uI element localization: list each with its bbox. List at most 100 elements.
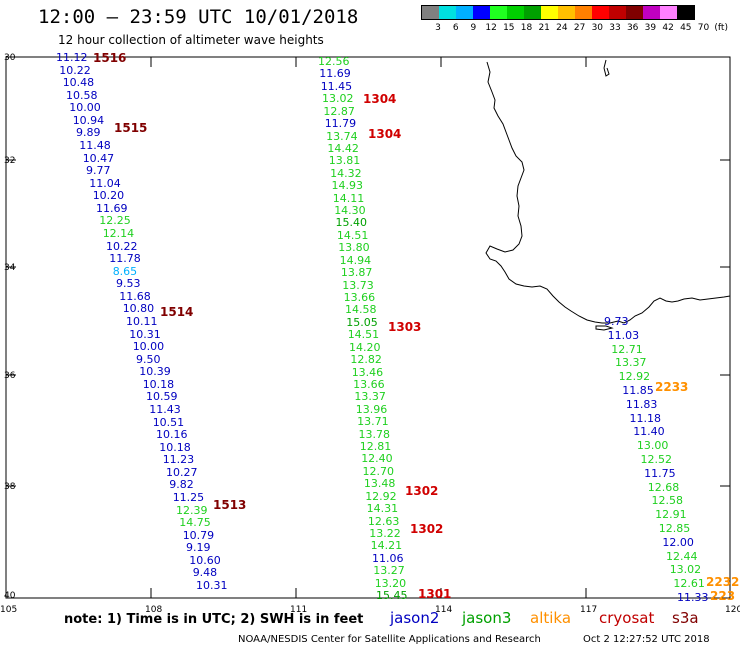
credit-line: NOAA/NESDIS Center for Satellite Applica…: [238, 634, 541, 645]
wave-height-value: 13.71: [357, 415, 389, 429]
pass-label: 1301: [418, 587, 452, 601]
wave-height-value: 11.75: [644, 466, 676, 480]
wave-height-value: 13.74: [326, 129, 358, 143]
color-legend: 3 6 9 12 15 18 21 24 27 30 33 36 39 42 45 70 (ft): [421, 5, 728, 35]
wave-height-value: 12.58: [651, 494, 684, 508]
wave-height-value: 13.46: [351, 365, 384, 379]
wave-height-value: 11.12: [56, 51, 88, 64]
legend-label: 36: [626, 23, 639, 33]
wave-height-value: 15.45: [376, 589, 408, 602]
satellite-jason3-label: jason3: [462, 609, 512, 627]
wave-height-value: 14.93: [331, 179, 364, 193]
wave-height-value: 12.71: [611, 342, 643, 356]
wave-height-value: 11.23: [162, 453, 195, 467]
wave-height-value: 14.32: [330, 166, 362, 180]
wave-height-value: 10.11: [126, 315, 158, 328]
legend-swatch: [507, 6, 524, 19]
pass-label: 1304: [363, 92, 397, 106]
wave-height-value: 13.27: [373, 564, 405, 578]
legend-swatch: [643, 6, 660, 19]
wave-height-value: 10.39: [139, 365, 171, 379]
wave-height-value: 13.20: [374, 576, 407, 590]
legend-label: 15: [503, 23, 515, 33]
wave-height-value: 13.81: [328, 154, 361, 168]
wave-height-value: 13.96: [355, 402, 388, 416]
legend-label: 9: [470, 23, 477, 33]
wave-height-value: 12.52: [640, 453, 673, 466]
legend-swatches: [421, 5, 695, 20]
wave-height-value: 10.51: [152, 415, 185, 429]
wave-height-value: 13.80: [338, 241, 370, 255]
wave-height-value: 13.78: [358, 427, 391, 441]
legend-swatch: [456, 6, 473, 19]
wave-height-value: 10.80: [122, 302, 155, 316]
wave-height-value: 13.66: [353, 377, 385, 391]
lat-label: 30: [4, 53, 16, 63]
wave-height-value: 14.31: [366, 502, 399, 516]
wave-height-value: 9.82: [169, 478, 194, 492]
wave-height-value: 10.27: [166, 465, 198, 479]
wave-height-value: 11.69: [96, 201, 128, 215]
wave-height-value: 11.85: [622, 384, 654, 397]
wave-height-value: 11.25: [172, 491, 205, 504]
wave-height-value: 12.70: [362, 464, 395, 478]
wave-height-value: 14.30: [334, 204, 366, 217]
wave-height-value: 15.40: [335, 216, 368, 230]
chart-title: 12:00 – 23:59 UTC 10/01/2018: [38, 6, 359, 28]
wave-height-value: 10.22: [106, 239, 138, 253]
wave-height-value: 12.14: [102, 227, 135, 240]
wave-height-value: 13.00: [636, 439, 669, 453]
legend-swatch: [677, 6, 694, 19]
legend-label: 33: [609, 23, 621, 33]
wave-height-value: 10.00: [132, 340, 165, 354]
lon-ticks: [150, 57, 587, 598]
wave-height-value: 12.91: [655, 508, 687, 522]
wave-height-value: 11.06: [372, 551, 404, 565]
legend-swatch: [660, 6, 677, 19]
lat-label: 38: [4, 482, 16, 492]
legend-swatch: [626, 6, 643, 19]
wave-height-value: 11.40: [633, 425, 665, 439]
wave-height-value: 14.75: [179, 516, 211, 530]
australia-coastline: [485, 61, 731, 324]
wave-height-value: 9.50: [136, 352, 161, 366]
pass-label: 1302: [410, 522, 444, 536]
wave-height-value: 10.47: [82, 151, 115, 165]
legend-swatch: [490, 6, 507, 19]
wave-height-value: 10.18: [159, 440, 191, 454]
wave-height-value: 10.58: [66, 88, 98, 102]
lon-labels: 105 108 111 114 117 120: [0, 605, 740, 615]
wave-height-value: 9.53: [116, 277, 141, 291]
generation-timestamp: Oct 2 12:27:52 UTC 2018: [583, 634, 710, 645]
pass-label: 2232: [706, 575, 740, 589]
footer-note: note: 1) Time is in UTC; 2) SWH is in fe…: [64, 612, 364, 627]
wave-height-value: 11.83: [625, 397, 658, 411]
lon-label: 114: [435, 605, 452, 615]
wave-height-value: 14.20: [349, 340, 381, 354]
kangaroo-island-outline: [595, 325, 614, 331]
legend-label: 45: [680, 23, 692, 33]
wave-height-value: 12.92: [365, 489, 397, 503]
wave-height-value: 11.04: [89, 176, 121, 190]
legend-label: 6: [452, 23, 459, 33]
legend-label: 42: [662, 23, 674, 33]
pass-label: 1516: [93, 51, 127, 65]
legend-swatch: [422, 6, 439, 19]
wave-height-value: 10.31: [196, 579, 228, 592]
wave-height-value: 14.11: [332, 191, 365, 205]
wave-height-value: 10.31: [129, 327, 161, 341]
wave-height-value: 14.58: [345, 303, 377, 317]
legend-label: 21: [538, 23, 550, 33]
lat-label: 34: [4, 263, 16, 273]
pass-label: 1302: [405, 484, 439, 498]
pass-label: 1513: [213, 498, 247, 512]
lon-label: 117: [580, 605, 597, 615]
legend-swatch: [524, 6, 541, 19]
wave-height-value: 12.25: [99, 214, 131, 228]
wave-height-value: 12.39: [176, 503, 208, 517]
wave-height-value: 13.66: [343, 291, 376, 304]
wave-height-value: 10.60: [189, 553, 221, 567]
wave-height-value: 15.05: [346, 315, 378, 329]
legend-label: 12: [485, 23, 497, 33]
